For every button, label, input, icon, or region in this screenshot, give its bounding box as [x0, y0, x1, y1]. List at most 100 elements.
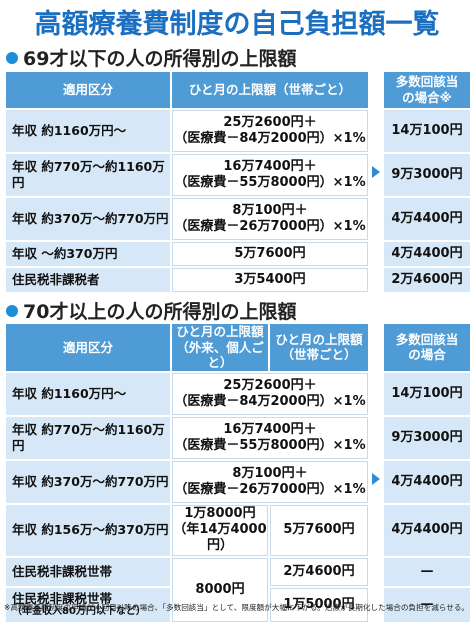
row: 年収 約156万～約370万円 1万8000円 （年14万4000円） 5万7600円…: [6, 504, 470, 556]
label-cell: 年収 約1160万円～: [6, 110, 170, 152]
row: 年収 ～約370万円 5万7600円 4万4400円: [6, 242, 470, 266]
section-heading: 70才以上の人の所得別の上限額: [6, 297, 296, 324]
cell-line: （医療費－55万8000円）×1%: [174, 175, 366, 190]
cell-line: 2万4600円: [283, 563, 355, 579]
many-cell: —: [384, 587, 470, 622]
bullet: [6, 305, 18, 317]
gap: [370, 72, 382, 108]
cell-line: 5万7600円: [283, 522, 355, 538]
label-cell: 年収 約156万～約370万円: [6, 504, 170, 556]
cell-line: 適用区分: [62, 82, 113, 98]
row: 年収 約370万～約770万円 8万100円＋ （医療費－26万7000円）×1% 4…: [6, 460, 470, 503]
header-cell: 適用区分: [6, 72, 170, 108]
cell-line: 年収 約1160万円～: [12, 386, 127, 402]
bullet: [6, 52, 18, 64]
label-cell: 年収 約1160万円～: [6, 372, 170, 415]
row: 年収 約1160万円～ 25万2600円＋ （医療費－84万2000円）×1% 14万…: [6, 372, 470, 415]
cell-line: 8万100円＋: [232, 202, 308, 218]
many-cell: 9万3000円: [384, 416, 470, 459]
cell-line: —: [420, 596, 434, 612]
section-heading: 69才以下の人の所得別の上限額: [6, 44, 296, 71]
cell-line: 14万100円: [391, 385, 463, 401]
heading-text: 69才以下の人の所得別の上限額: [23, 48, 297, 70]
gap: [370, 373, 382, 415]
cell-line: 3万5400円: [234, 271, 306, 287]
gap: [370, 324, 382, 371]
row: 住民税非課税世帯 8000円 2万4600円 —: [6, 557, 470, 622]
header-cell: 多数回該当 の場合: [384, 324, 470, 371]
gap: [370, 558, 382, 586]
heading-text: 70才以上の人の所得別の上限額: [23, 301, 297, 323]
gap: [370, 242, 382, 266]
cell-line: 4万4400円: [391, 210, 463, 226]
gap: [370, 110, 382, 152]
many-cell: —: [384, 557, 470, 586]
cell-line: （外来、個人ごと）: [176, 339, 264, 371]
footnote: ※高額療養費制度の申請が４回目以降の場合、「多数回該当」として、限度額が大幅に下…: [4, 603, 470, 612]
gap: [370, 417, 382, 459]
cell-line: 多数回該当: [395, 331, 459, 347]
value-cell: 25万2600円＋ （医療費－84万2000円）×1%: [172, 372, 368, 415]
many-cell: 4万4400円: [384, 242, 470, 266]
cell-line: 年収 約1160万円～: [12, 123, 127, 139]
header-cell: 適用区分: [6, 324, 170, 371]
row: 年収 約1160万円～ 25万2600円＋ （医療費－84万2000円）×1% 14万…: [6, 110, 470, 152]
label-cell: 年収 約770万～約1160万円: [6, 416, 170, 459]
cell-line: 8000円: [195, 581, 245, 597]
gap: [370, 154, 382, 196]
cell-line: 16万7400円＋: [223, 421, 317, 437]
table: 適用区分 ひと月の上限額（世帯ごと） 多数回該当 の場合※ 年収 約1160万円～…: [4, 70, 472, 294]
row: 住民税非課税世帯 （年金収入80万円以下など） 1万5000円 —: [6, 587, 470, 622]
cell-line: 多数回該当: [395, 74, 459, 90]
cell-line: 25万2600円＋: [223, 114, 317, 130]
label-cell: 年収 ～約370万円: [6, 242, 170, 266]
cell-line: 9万3000円: [391, 166, 463, 182]
value-cell: 2万4600円: [270, 557, 368, 586]
cell-line: 9万3000円: [391, 429, 463, 445]
value-cell: 8万100円＋ （医療費－26万7000円）×1%: [172, 198, 368, 240]
cell-line: 5万7600円: [234, 245, 306, 261]
header-cell: ひと月の上限額（世帯ごと）: [270, 324, 368, 371]
cell-line: ひと月の上限額（世帯ごと）: [188, 82, 352, 98]
value-cell: 5万7600円: [270, 504, 368, 556]
cell-line: 1万8000円: [184, 505, 256, 521]
label-cell: 住民税非課税者: [6, 268, 170, 292]
header-cell: ひと月の上限額（世帯ごと）: [172, 72, 368, 108]
arrow: [372, 473, 380, 486]
value-cell: 5万7600円: [172, 242, 368, 266]
cell-line: 住民税非課税世帯: [12, 590, 113, 606]
cell-line: ひと月の上限額: [275, 331, 363, 347]
cell-line: （年14万4000円）: [173, 522, 267, 554]
cell-line: —: [420, 563, 434, 579]
label-cell: 住民税非課税世帯 （年金収入80万円以下など）: [6, 587, 170, 622]
many-cell: 4万4400円: [384, 198, 470, 240]
gap: [370, 505, 382, 556]
cell-line: （医療費－55万8000円）×1%: [174, 437, 366, 453]
cell-line: 住民税非課税世帯: [12, 563, 113, 579]
value-cell: 8万100円＋ （医療費－26万7000円）×1%: [172, 460, 368, 503]
cell-line: 4万4400円: [391, 245, 463, 261]
cell-line: （医療費－26万7000円）×1%: [174, 481, 366, 497]
row: 年収 約770万～約1160万円 16万7400円＋ （医療費－55万8000円）×…: [6, 416, 470, 459]
cell-line: （医療費－84万2000円）×1%: [174, 393, 366, 409]
cell-line: 住民税非課税者: [12, 272, 100, 288]
value-cell: 25万2600円＋ （医療費－84万2000円）×1%: [172, 110, 368, 152]
row: 年収 約370万～約770万円 8万100円＋ （医療費－26万7000円）×1% 4…: [6, 198, 470, 240]
gap: [370, 461, 382, 503]
cell-line: 4万4400円: [391, 473, 463, 489]
cell-line: （医療費－26万7000円）×1%: [174, 219, 366, 234]
row: 住民税非課税者 3万5400円 2万4600円: [6, 268, 470, 292]
cell-line: 4万4400円: [391, 522, 463, 538]
header-row: 適用区分 ひと月の上限額（世帯ごと） 多数回該当 の場合※: [6, 72, 470, 108]
value-cell: 3万5400円: [172, 268, 368, 292]
cell-line: （世帯ごと）: [281, 347, 357, 363]
cell-line: の場合: [408, 347, 446, 363]
many-cell: 14万100円: [384, 110, 470, 152]
label-cell: 年収 約770万～約1160万円: [6, 154, 170, 196]
title: 高額療養費制度の自己負担額一覧: [34, 9, 440, 40]
cell-line: 年収 約370万～約770万円: [12, 211, 169, 227]
cell-line: 年収 約156万～約370万円: [12, 522, 169, 538]
header-cell: 多数回該当 の場合※: [384, 72, 470, 108]
cell-line: 25万2600円＋: [223, 377, 317, 393]
cell-line: 2万4600円: [391, 271, 463, 287]
